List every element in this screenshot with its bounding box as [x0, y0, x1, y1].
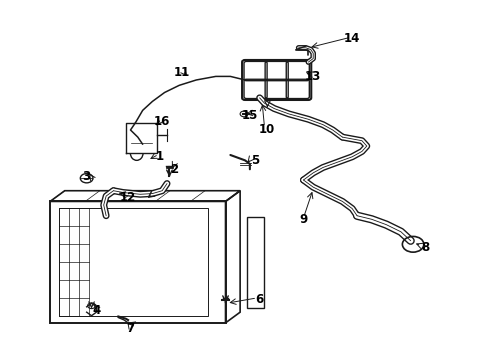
Text: 10: 10 — [259, 123, 275, 136]
Text: 13: 13 — [305, 70, 321, 83]
Text: 7: 7 — [126, 322, 135, 335]
Text: 4: 4 — [92, 304, 100, 317]
Text: 8: 8 — [421, 241, 429, 255]
Text: 11: 11 — [173, 66, 190, 79]
Text: 12: 12 — [120, 192, 136, 204]
Text: 9: 9 — [299, 213, 308, 226]
Text: 6: 6 — [255, 293, 264, 306]
Text: 16: 16 — [154, 114, 171, 127]
Text: 1: 1 — [156, 150, 164, 163]
Text: 15: 15 — [242, 109, 258, 122]
Text: 2: 2 — [171, 163, 178, 176]
Text: 5: 5 — [250, 154, 259, 167]
Text: 14: 14 — [344, 32, 360, 45]
Text: 3: 3 — [83, 170, 91, 183]
